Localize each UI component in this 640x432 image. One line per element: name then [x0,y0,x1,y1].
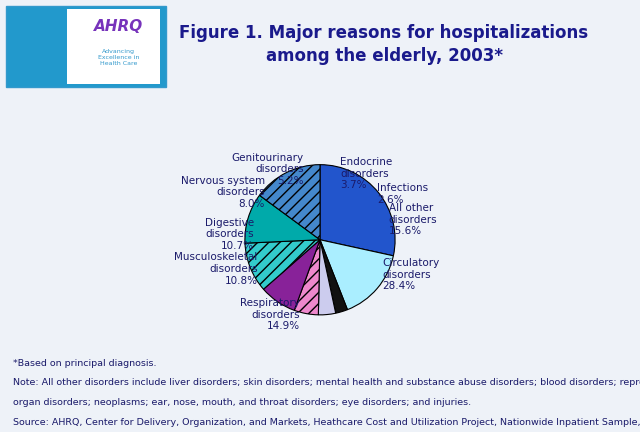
Text: Circulatory
disorders
28.4%: Circulatory disorders 28.4% [382,258,440,291]
Wedge shape [294,240,320,315]
Wedge shape [245,240,320,289]
Text: organ disorders; neoplasms; ear, nose, mouth, and throat disorders; eye disorder: organ disorders; neoplasms; ear, nose, m… [13,398,471,407]
Wedge shape [264,240,320,310]
Text: Infections
2.6%: Infections 2.6% [377,183,428,205]
Text: Figure 1. Major reasons for hospitalizations
among the elderly, 2003*: Figure 1. Major reasons for hospitalizat… [179,24,589,65]
Text: Musculoskeletal
disorders
10.8%: Musculoskeletal disorders 10.8% [175,252,258,286]
Bar [6,6,166,87]
Wedge shape [259,165,320,240]
Text: Respiratory
disorders
14.9%: Respiratory disorders 14.9% [240,298,300,331]
Text: Genitourinary
disorders
5.2%: Genitourinary disorders 5.2% [232,152,303,186]
Text: *Based on principal diagnosis.: *Based on principal diagnosis. [13,359,156,368]
Bar [67,10,160,84]
Wedge shape [245,195,320,243]
Text: Advancing
Excellence in
Health Care: Advancing Excellence in Health Care [98,49,139,66]
Text: Note: All other disorders include liver disorders; skin disorders; mental health: Note: All other disorders include liver … [13,378,640,388]
Text: All other
disorders
15.6%: All other disorders 15.6% [388,203,437,236]
Text: Endocrine
disorders
3.7%: Endocrine disorders 3.7% [340,157,392,191]
Wedge shape [320,165,395,256]
Text: Source: AHRQ, Center for Delivery, Organization, and Markets, Heathcare Cost and: Source: AHRQ, Center for Delivery, Organ… [13,418,640,427]
Text: AHRQ: AHRQ [94,19,143,34]
Wedge shape [318,240,336,315]
Text: Nervous system
disorders
8.0%: Nervous system disorders 8.0% [181,175,265,209]
Text: Digestive
disorders
10.7%: Digestive disorders 10.7% [205,218,254,251]
Wedge shape [320,240,394,310]
Wedge shape [320,240,348,313]
